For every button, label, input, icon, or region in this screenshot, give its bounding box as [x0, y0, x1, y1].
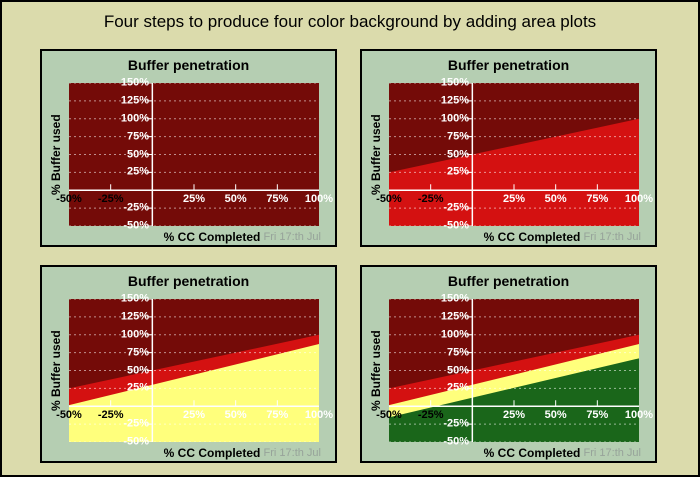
chart-title: Buffer penetration	[127, 57, 250, 73]
chart-panel: Buffer penetration % Buffer used 150% 125…	[40, 265, 337, 463]
area-zone-green	[389, 358, 639, 442]
y-tick-label: 125%	[440, 94, 469, 107]
x-tick-label: 75%	[586, 193, 609, 205]
x-tick-label: 25%	[182, 193, 206, 205]
x-tick-label: 25%	[502, 193, 526, 205]
y-tick-label: 100%	[120, 328, 149, 341]
y-tick-label: 50%	[446, 364, 469, 376]
y-tick-label: 100%	[440, 328, 469, 341]
y-tick-label: 100%	[120, 112, 149, 125]
x-tick-label: 100%	[624, 409, 654, 421]
x-axis-title: % CC Completed	[163, 230, 261, 244]
x-tick-label: -25%	[417, 193, 444, 205]
timestamp: Fri 17:th Jul	[583, 231, 641, 243]
y-tick-label: -25%	[443, 417, 469, 430]
chart-panel: Buffer penetration % Buffer used 150% 125…	[40, 49, 337, 247]
x-tick-label: -50%	[56, 409, 82, 421]
chart-title: Buffer penetration	[127, 273, 250, 289]
x-tick-label: 75%	[266, 409, 289, 421]
y-tick-label: 150%	[120, 76, 149, 89]
y-tick-label: -50%	[123, 219, 149, 232]
y-tick-label: 150%	[440, 292, 469, 305]
x-tick-label: 100%	[624, 193, 654, 205]
y-tick-label: 75%	[446, 346, 469, 359]
timestamp: Fri 17:th Jul	[263, 447, 321, 459]
y-tick-label: 25%	[446, 381, 469, 394]
y-tick-label: -50%	[443, 219, 469, 232]
y-tick-label: 75%	[126, 346, 149, 359]
y-tick-label: 50%	[446, 148, 469, 160]
chart-title: Buffer penetration	[447, 57, 570, 73]
y-tick-label: 25%	[126, 381, 149, 394]
plot-area: 150% 125% 100% 75% 50% 25% -25% -50% -50% -25% 25%…	[56, 77, 333, 231]
plot-area: 150% 125% 100% 75% 50% 25% -25% -50% -50% -25% 25%…	[56, 293, 333, 447]
area-plot-svg	[389, 299, 639, 442]
timestamp: Fri 17:th Jul	[263, 231, 321, 243]
y-tick-label: -50%	[443, 435, 469, 448]
y-tick-label: -50%	[123, 435, 149, 448]
y-tick-label: 150%	[120, 292, 149, 305]
x-tick-label: 50%	[224, 193, 247, 205]
y-tick-label: 150%	[440, 76, 469, 89]
y-tick-label: 125%	[120, 310, 149, 323]
chart-panel: Buffer penetration % Buffer used 150% 125…	[360, 265, 657, 463]
figure-title: Four steps to produce four color backgro…	[103, 12, 597, 31]
y-tick-label: 75%	[446, 130, 469, 143]
x-axis-title: % CC Completed	[483, 230, 581, 244]
x-axis-title: % CC Completed	[163, 446, 261, 460]
y-tick-label: -25%	[123, 201, 149, 214]
chart-panel: Buffer penetration % Buffer used 150% 125…	[360, 49, 657, 247]
chart-title: Buffer penetration	[447, 273, 570, 289]
x-tick-label: -25%	[97, 409, 124, 421]
x-tick-label: 50%	[544, 193, 567, 205]
y-tick-label: 125%	[120, 94, 149, 107]
y-tick-label: 25%	[126, 165, 149, 178]
x-tick-label: -50%	[376, 409, 402, 421]
y-tick-label: 25%	[446, 165, 469, 178]
plot-area: 150% 125% 100% 75% 50% 25% -25% -50% -50% -25% 25%…	[376, 293, 653, 447]
y-tick-label: 50%	[126, 364, 149, 376]
y-tick-label: -25%	[443, 201, 469, 214]
area-plot-svg	[69, 299, 319, 442]
x-tick-label: 100%	[304, 193, 334, 205]
x-tick-label: -50%	[56, 193, 82, 205]
area-plot-svg	[389, 83, 639, 226]
x-tick-label: -25%	[97, 193, 124, 205]
x-axis-title: % CC Completed	[483, 446, 581, 460]
y-tick-label: -25%	[123, 417, 149, 430]
y-tick-label: 125%	[440, 310, 469, 323]
area-plot-svg	[69, 83, 319, 226]
x-tick-label: 50%	[224, 409, 247, 421]
x-tick-label: 75%	[586, 409, 609, 421]
x-tick-label: -25%	[417, 409, 444, 421]
y-tick-label: 75%	[126, 130, 149, 143]
y-tick-label: 50%	[126, 148, 149, 160]
x-tick-label: -50%	[376, 193, 402, 205]
y-tick-label: 100%	[440, 112, 469, 125]
area-zone-yellow	[69, 344, 319, 442]
x-tick-label: 25%	[182, 409, 206, 421]
x-tick-label: 25%	[502, 409, 526, 421]
plot-area: 150% 125% 100% 75% 50% 25% -25% -50% -50% -25% 25%…	[376, 77, 653, 231]
x-tick-label: 100%	[304, 409, 334, 421]
timestamp: Fri 17:th Jul	[583, 447, 641, 459]
x-tick-label: 75%	[266, 193, 289, 205]
x-tick-label: 50%	[544, 409, 567, 421]
